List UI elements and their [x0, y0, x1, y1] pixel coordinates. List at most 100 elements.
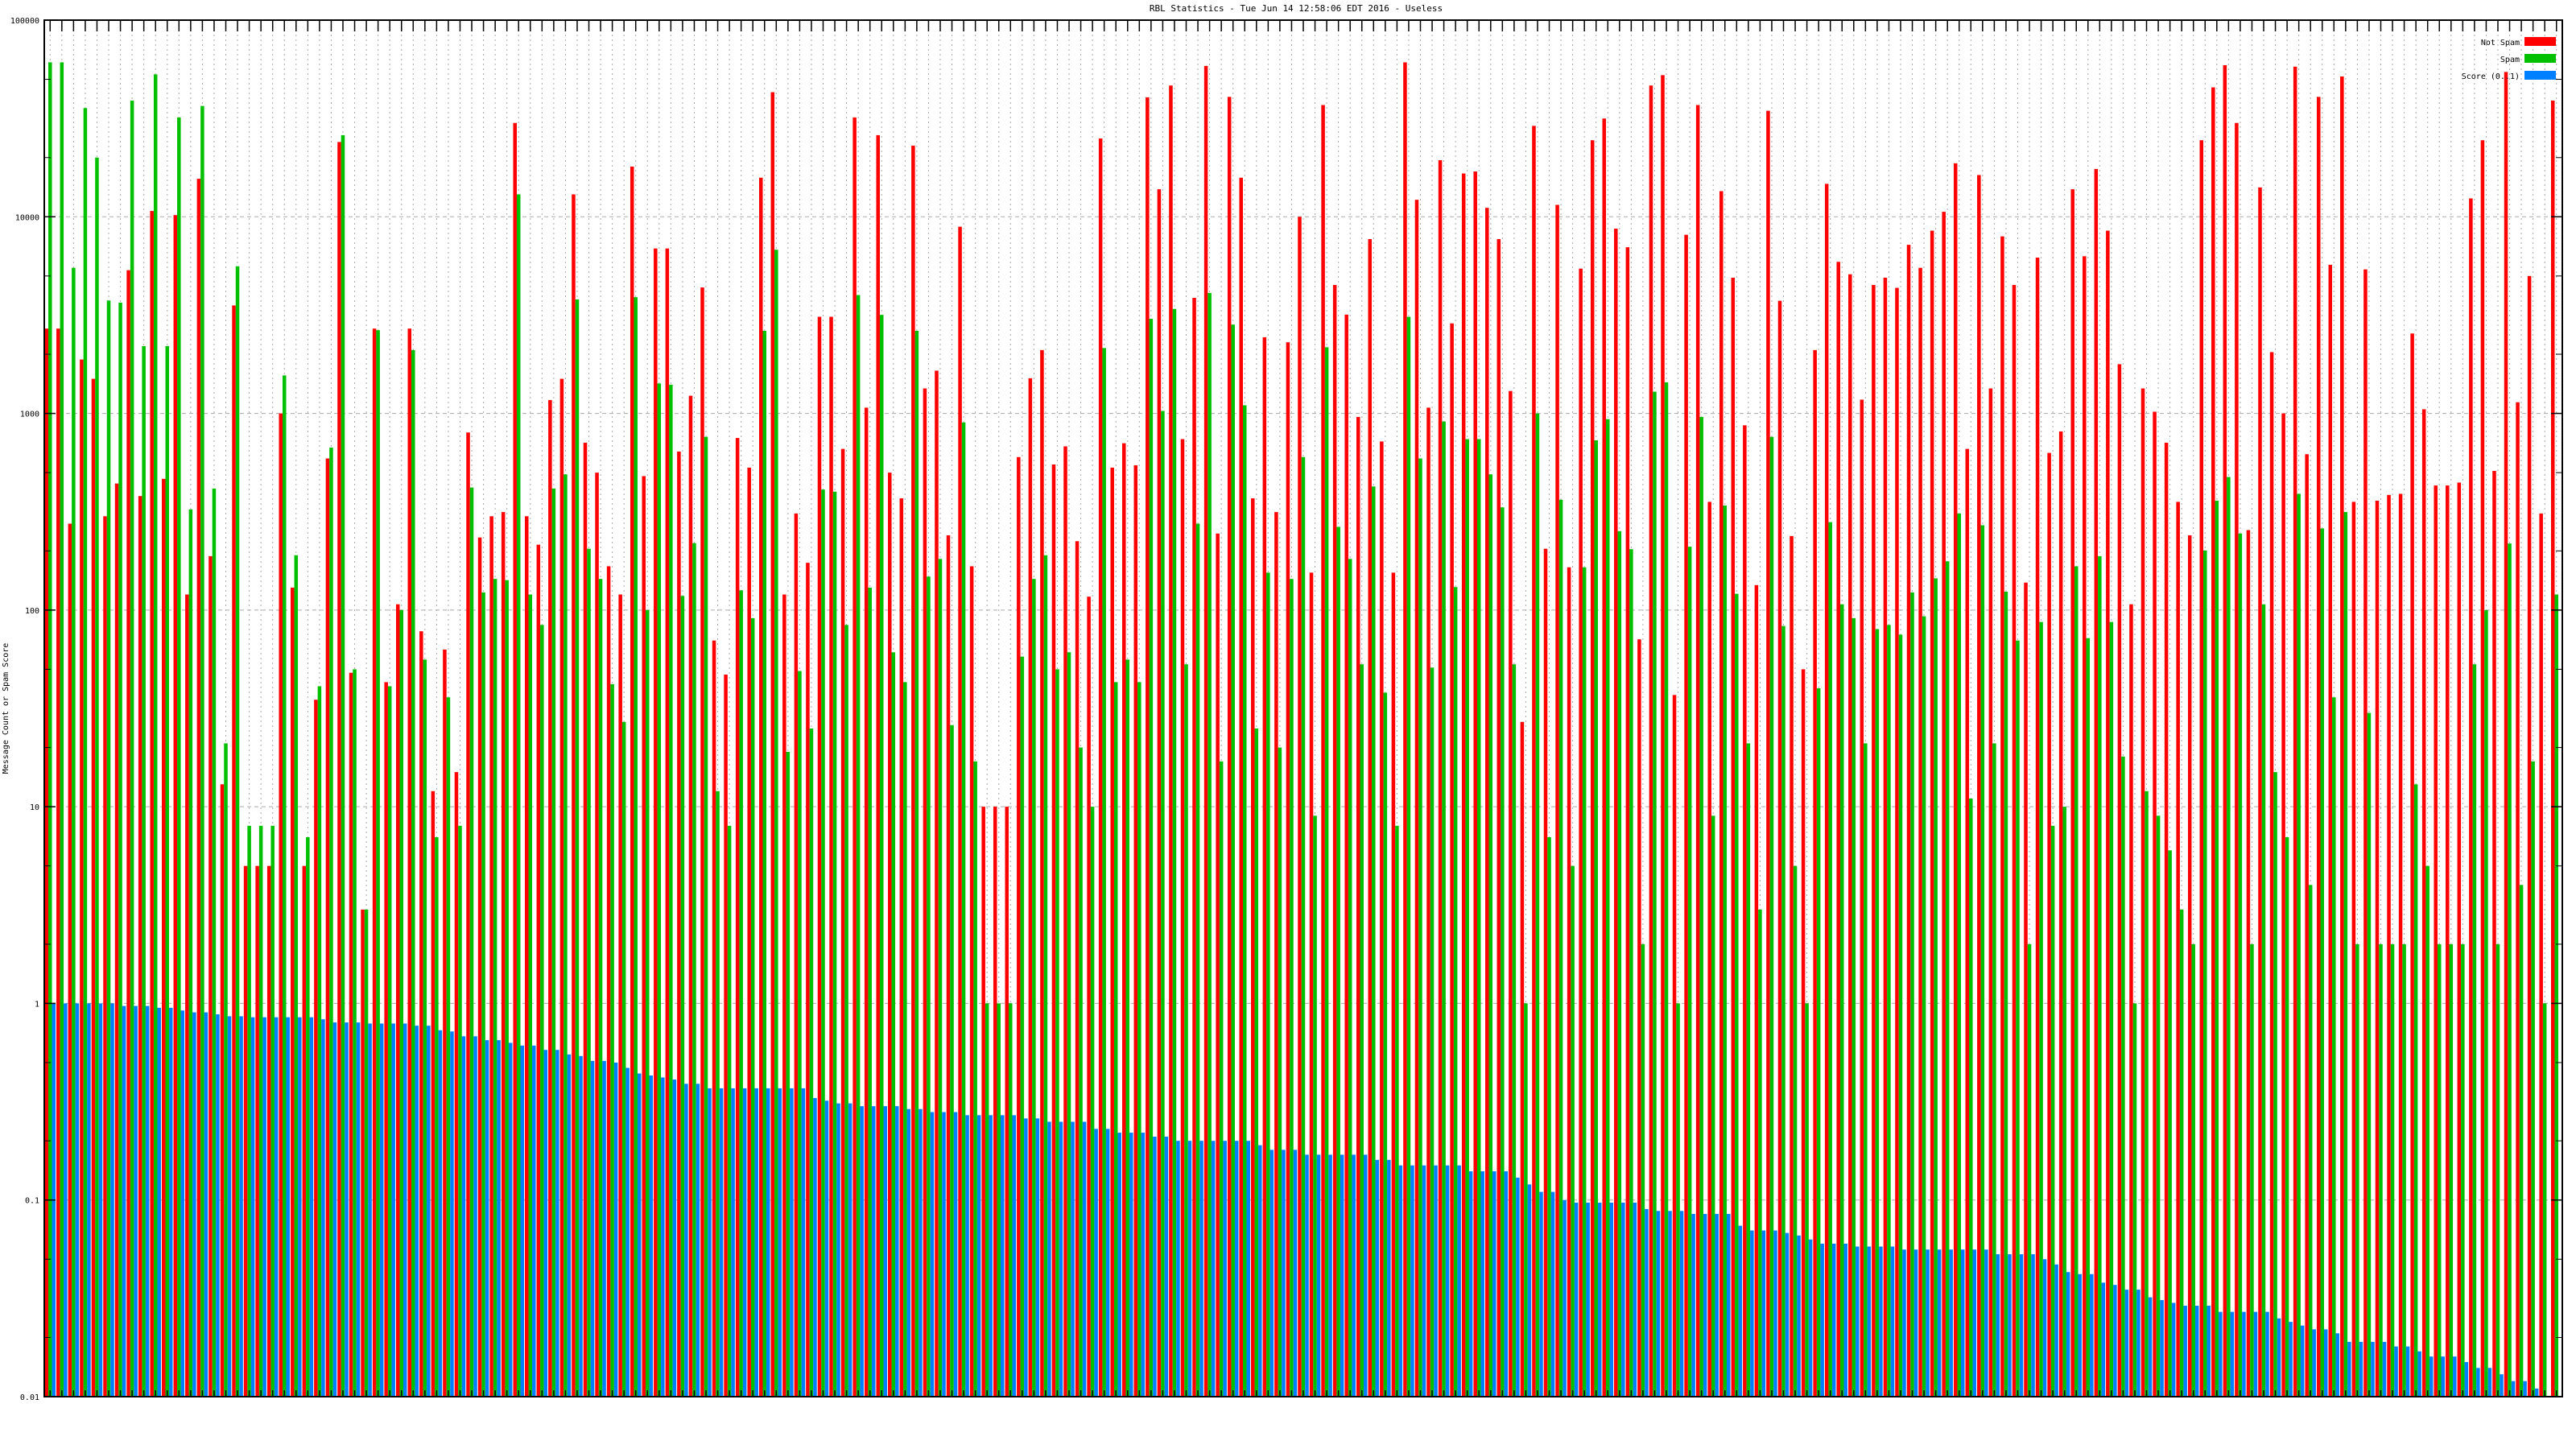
not-spam-bar [2316, 97, 2321, 1397]
not-spam-bar [1298, 217, 1302, 1397]
y-tick-label: 0.01 [20, 1393, 39, 1402]
score-bar [2219, 1311, 2223, 1397]
not-spam-bar [220, 784, 225, 1397]
score-bar [1913, 1249, 1918, 1397]
not-spam-bar [2269, 352, 2274, 1397]
not-spam-bar [1017, 456, 1021, 1397]
score-bar [1176, 1141, 1180, 1397]
not-spam-bar [1380, 441, 1384, 1397]
score-bar [1621, 1202, 1625, 1397]
spam-bar [621, 721, 626, 1397]
not-spam-bar [1754, 584, 1759, 1397]
spam-bar [2437, 943, 2442, 1397]
not-spam-bar [431, 791, 436, 1397]
spam-bar [1735, 593, 1739, 1397]
not-spam-bar [1520, 721, 1525, 1397]
not-spam-bar [1286, 342, 1290, 1397]
score-bar [1246, 1141, 1251, 1397]
y-tick-label: 0.1 [25, 1197, 39, 1206]
not-spam-bar [829, 316, 833, 1397]
not-spam-bar [1227, 97, 1232, 1397]
spam-bar [294, 555, 299, 1397]
spam-bar [2554, 594, 2558, 1397]
not-spam-bar [2457, 482, 2462, 1397]
score-bar [2136, 1290, 2140, 1397]
not-spam-bar [1930, 230, 1934, 1397]
not-spam-bar [2539, 513, 2543, 1397]
score-bar [64, 1003, 68, 1397]
not-spam-bar [958, 226, 962, 1397]
spam-bar [646, 609, 650, 1397]
score-bar [848, 1103, 852, 1397]
not-spam-bar [1731, 277, 1736, 1397]
spam-bar [2402, 943, 2406, 1397]
score-bar [1071, 1121, 1075, 1397]
spam-bar [1418, 458, 1422, 1397]
spam-bar [610, 683, 614, 1397]
legend-swatch-blue [2524, 71, 2556, 80]
spam-bar [317, 686, 322, 1397]
not-spam-bar [419, 631, 423, 1397]
spam-bar [2308, 885, 2313, 1397]
not-spam-bar [1836, 262, 1840, 1397]
score-bar [1926, 1249, 1930, 1397]
score-bar [110, 1003, 114, 1397]
spam-bar [1079, 747, 1083, 1397]
score-bar [1808, 1239, 1813, 1397]
spam-bar [1476, 439, 1481, 1397]
not-spam-bar [1848, 274, 1852, 1397]
score-bar [1024, 1118, 1028, 1397]
not-spam-bar [1426, 407, 1430, 1397]
score-bar [1949, 1249, 1953, 1397]
score-bar [1831, 1243, 1836, 1397]
score-bar [953, 1112, 958, 1397]
spam-bar [598, 579, 603, 1397]
score-bar [1211, 1141, 1216, 1397]
score-bar [134, 1005, 138, 1397]
score-bar [813, 1098, 817, 1397]
legend-item-spam: Spam [2500, 54, 2556, 64]
not-spam-bar [1192, 298, 1196, 1397]
score-bar [368, 1023, 372, 1397]
spam-bar [1067, 652, 1071, 1397]
score-bar [590, 1060, 595, 1397]
spam-bar [2320, 528, 2325, 1397]
spam-bar [1571, 865, 1575, 1397]
spam-bar [2273, 772, 2277, 1397]
score-bar [2382, 1341, 2387, 1397]
score-bar [2511, 1381, 2516, 1397]
score-bar [239, 1016, 243, 1397]
not-spam-bar [185, 594, 189, 1397]
score-bar [415, 1026, 419, 1397]
spam-bar [2039, 621, 2043, 1397]
spam-bar [1102, 348, 1106, 1397]
not-spam-bar [1883, 277, 1888, 1397]
spam-bar [914, 330, 919, 1397]
not-spam-bar [103, 516, 107, 1397]
spam-bar [1254, 728, 1259, 1397]
spam-bar [1161, 411, 1165, 1397]
spam-bar [1758, 909, 1762, 1397]
score-bar [1199, 1141, 1203, 1397]
spam-bar [2355, 943, 2359, 1397]
score-bar [2113, 1285, 2117, 1397]
spam-bar [2050, 825, 2055, 1397]
not-spam-bar [2492, 471, 2496, 1397]
spam-bar [2145, 791, 2149, 1397]
spam-bar [540, 625, 544, 1397]
not-spam-bar [1332, 285, 1337, 1397]
score-bar [122, 1005, 126, 1397]
score-bar [1609, 1202, 1614, 1397]
spam-bar [1383, 692, 1388, 1397]
not-spam-bar [1309, 572, 1314, 1397]
not-spam-bar [712, 640, 716, 1397]
score-bar [227, 1016, 232, 1397]
spam-bar [1243, 405, 1247, 1397]
score-bar [1679, 1211, 1684, 1397]
not-spam-bar [2235, 122, 2239, 1397]
score-bar [2359, 1341, 2363, 1397]
spam-bar [1113, 682, 1118, 1397]
not-spam-bar [993, 807, 997, 1397]
score-bar [2124, 1290, 2129, 1397]
not-spam-bar [1719, 191, 1724, 1397]
